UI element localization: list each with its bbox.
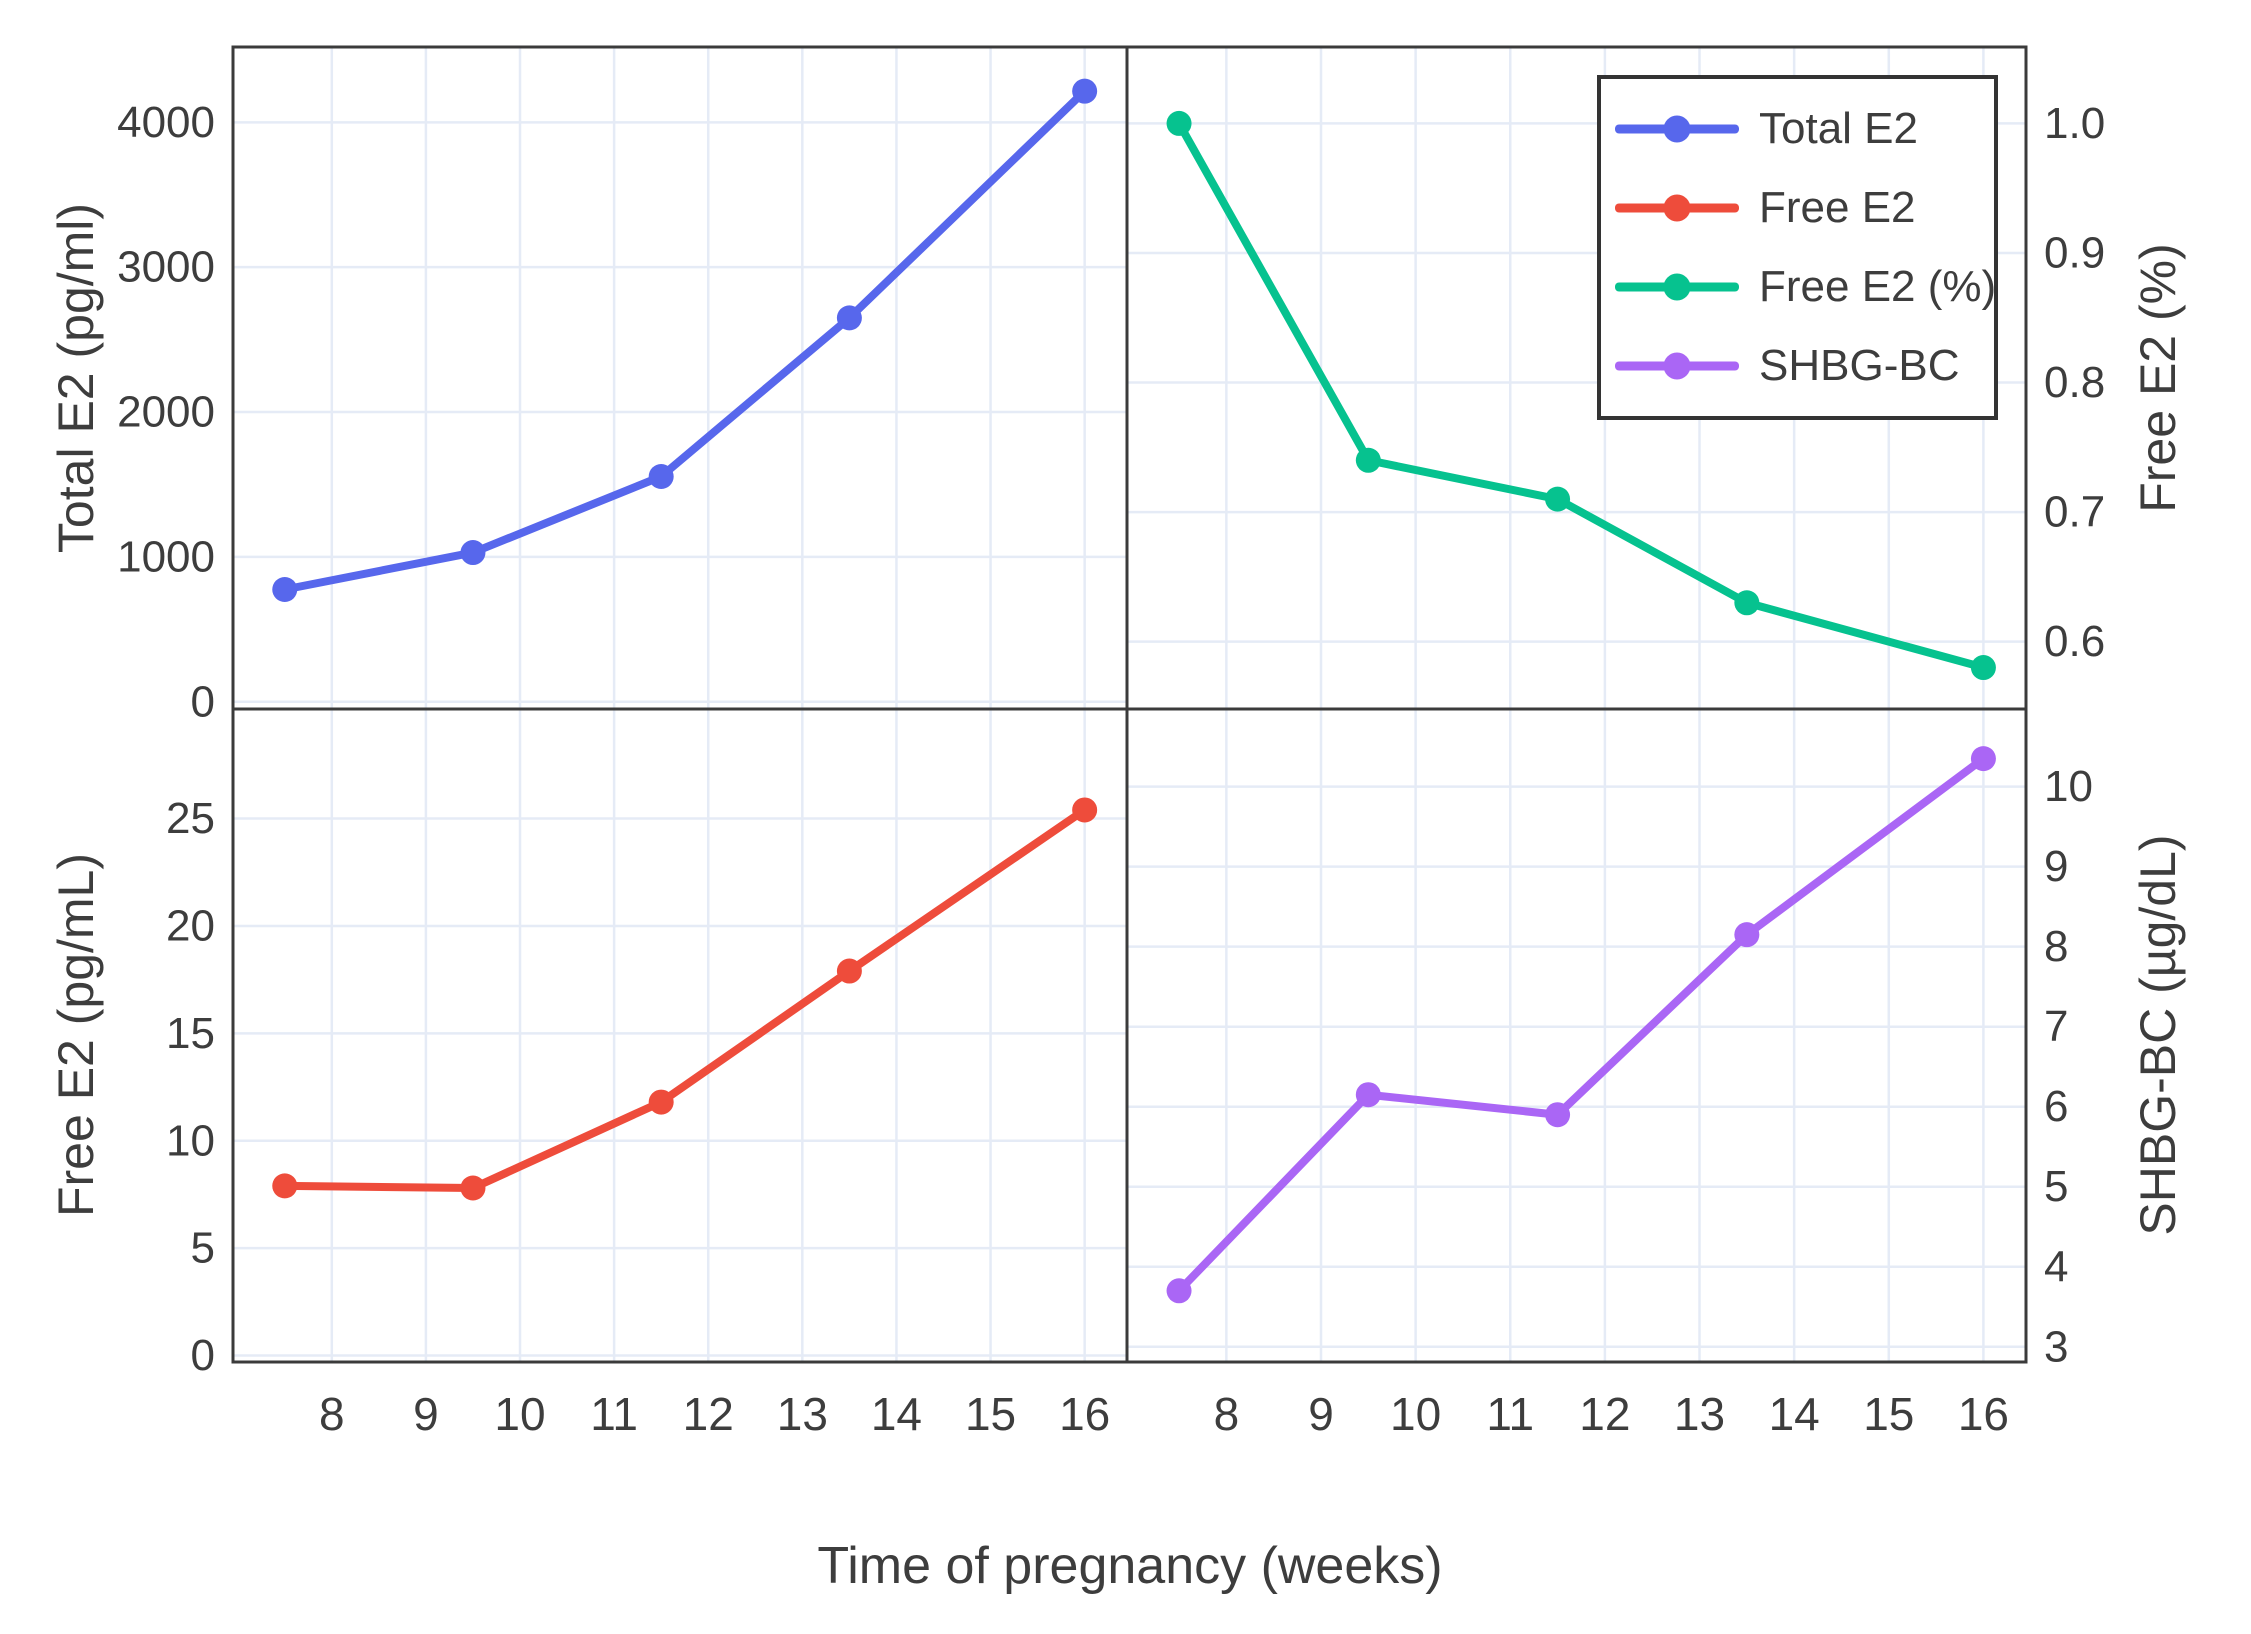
legend-label-shbg-bc: SHBG-BC: [1759, 341, 1960, 391]
series-line-free-e2: [280, 805, 1089, 1193]
y-tick-label: 15: [166, 1009, 215, 1058]
legend: Total E2 Free E2 Free E2 (%) SHBG-BC: [1597, 75, 1998, 420]
series-line-total-e2: [280, 87, 1089, 594]
x-tick-label: 15: [965, 1388, 1016, 1440]
data-point: [1355, 447, 1381, 473]
x-axis-title: Time of pregnancy (weeks): [817, 1537, 1443, 1595]
x-tick-label: 13: [777, 1388, 828, 1440]
legend-label-free-e2-pct: Free E2 (%): [1759, 262, 1997, 312]
subplot-top-left: 0 1000 2000 3000 4000: [117, 45, 1129, 726]
y-tick-label: 3: [2044, 1322, 2068, 1371]
data-point: [1970, 746, 1996, 772]
data-point: [1734, 922, 1760, 948]
data-point: [1072, 797, 1098, 823]
y-tick-label: 0: [191, 1331, 215, 1380]
y-tick-label: 8: [2044, 922, 2068, 971]
y-tick-label: 0.7: [2044, 488, 2105, 537]
legend-label-total-e2: Total E2: [1759, 103, 1918, 153]
data-point: [460, 540, 486, 566]
x-tick-label: 14: [871, 1388, 922, 1440]
y-tick-label: 9: [2044, 842, 2068, 891]
data-point: [1072, 78, 1098, 104]
legend-marker-free-e2-pct: [1615, 273, 1739, 301]
data-point: [1166, 1278, 1192, 1304]
y-tick-label: 7: [2044, 1002, 2068, 1051]
x-tick-label: 13: [1674, 1388, 1725, 1440]
gridlines: [233, 709, 1127, 1362]
x-tick-label: 8: [1214, 1388, 1240, 1440]
subplot-border: [231, 45, 1129, 711]
x-tick-label: 9: [413, 1388, 439, 1440]
legend-marker-shbg-bc: [1615, 352, 1739, 380]
x-tick-label: 14: [1769, 1388, 1820, 1440]
data-point: [460, 1175, 486, 1201]
x-tick-label: 8: [319, 1388, 345, 1440]
x-tick-label: 10: [494, 1388, 545, 1440]
x-tick-label: 12: [683, 1388, 734, 1440]
data-point: [1166, 110, 1192, 136]
legend-item-shbg-bc: SHBG-BC: [1601, 341, 1994, 391]
y-tick-label: 0: [191, 677, 215, 726]
y-tick-label: 0.6: [2044, 617, 2105, 666]
x-tick-label: 11: [590, 1388, 638, 1440]
x-tick-label: 16: [1059, 1388, 1110, 1440]
y-tick-label: 0.9: [2044, 228, 2105, 277]
subplot-bottom-left: 0 5 10 15 20 25 8 9 10 11 12 13 14 15 16: [166, 707, 1129, 1440]
data-point: [836, 958, 862, 984]
data-point: [1545, 1102, 1571, 1128]
legend-item-total-e2: Total E2: [1601, 104, 1994, 154]
y-tick-label: 20: [166, 901, 215, 950]
y-tick-label: 1000: [117, 532, 215, 581]
subplot-bottom-right: 3 4 5 6 7 8 9 10 8 9 10 11 12 13 14 15 16: [1125, 707, 2093, 1440]
subplot-border: [231, 707, 1129, 1364]
data-point: [836, 305, 862, 331]
y-tick-label: 3000: [117, 243, 215, 292]
data-point: [272, 576, 298, 602]
y-axis-title-shbg-bc: SHBG-BC (µg/dL): [2130, 834, 2186, 1236]
data-point: [272, 1173, 298, 1199]
x-tick-label: 12: [1579, 1388, 1630, 1440]
y-tick-label: 2000: [117, 388, 215, 437]
legend-marker-total-e2: [1615, 115, 1739, 143]
y-axis-title-total-e2: Total E2 (pg/ml): [48, 202, 104, 554]
x-tick-label: 16: [1958, 1388, 2009, 1440]
subplot-border: [1125, 707, 2028, 1364]
data-point: [1355, 1082, 1381, 1108]
y-tick-label: 5: [2044, 1162, 2068, 1211]
data-point: [1734, 590, 1760, 616]
y-axis-title-free-e2: Free E2 (pg/mL): [48, 852, 104, 1218]
y-axis-title-free-e2-pct: Free E2 (%): [2130, 243, 2186, 513]
legend-item-free-e2: Free E2: [1601, 183, 1994, 233]
x-tick-label: 11: [1486, 1388, 1534, 1440]
x-tick-label: 15: [1863, 1388, 1914, 1440]
x-tick-label: 10: [1390, 1388, 1441, 1440]
y-tick-label: 4000: [117, 98, 215, 147]
gridlines: [1127, 709, 2026, 1362]
y-tick-label: 4: [2044, 1242, 2068, 1291]
data-point: [1545, 486, 1571, 512]
y-tick-label: 5: [191, 1224, 215, 1273]
data-point: [1970, 655, 1996, 681]
series-line-shbg-bc: [1175, 754, 1988, 1295]
y-tick-label: 10: [166, 1116, 215, 1165]
legend-label-free-e2: Free E2: [1759, 182, 1916, 232]
gridlines: [233, 47, 1127, 709]
data-point: [648, 464, 674, 490]
x-tick-label: 9: [1308, 1388, 1334, 1440]
y-tick-label: 10: [2044, 762, 2093, 811]
y-tick-label: 25: [166, 794, 215, 843]
y-tick-label: 1.0: [2044, 99, 2105, 148]
legend-marker-free-e2: [1615, 194, 1739, 222]
legend-item-free-e2-pct: Free E2 (%): [1601, 262, 1997, 312]
y-tick-label: 6: [2044, 1082, 2068, 1131]
data-point: [648, 1089, 674, 1115]
y-tick-label: 0.8: [2044, 358, 2105, 407]
